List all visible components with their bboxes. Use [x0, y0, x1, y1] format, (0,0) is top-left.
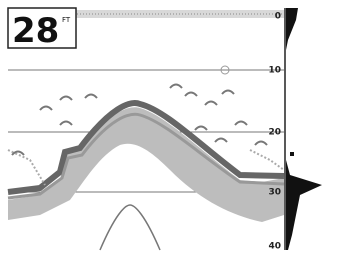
scale-label: 10	[268, 66, 281, 76]
scale-label: 30	[268, 188, 281, 198]
depth-value: 28	[12, 11, 59, 51]
fish-profile	[290, 152, 294, 156]
scale-label: 20	[268, 128, 281, 138]
sonar-screen: 28 FT 0 10 20 30 40	[0, 0, 338, 257]
depth-unit: FT	[62, 16, 71, 24]
scale-label: 40	[268, 242, 281, 252]
scale-label: 0	[275, 12, 281, 22]
